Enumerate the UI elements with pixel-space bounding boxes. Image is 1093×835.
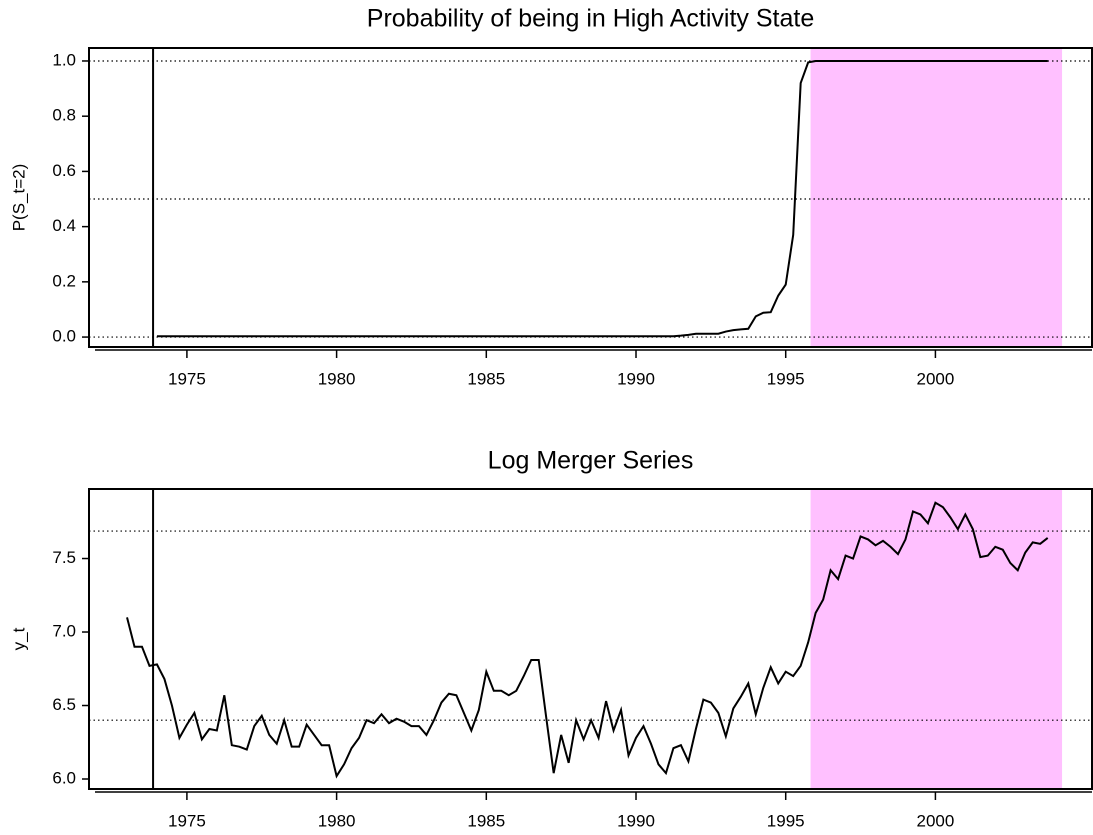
data-line	[156, 59, 1048, 338]
x-tick-label: 1980	[318, 369, 356, 388]
y-tick-label: 1.0	[52, 50, 76, 69]
chart-title: Log Merger Series	[488, 447, 694, 475]
x-tick-label: 1985	[467, 369, 505, 388]
x-tick-label: 1985	[467, 811, 505, 830]
x-tick-label: 1990	[617, 369, 655, 388]
x-tick-label: 2000	[916, 369, 954, 388]
shaded-region	[810, 489, 1063, 789]
y-tick-label: 0.8	[52, 106, 76, 125]
x-tick-label: 1980	[318, 811, 356, 830]
plot-frame	[88, 488, 1093, 790]
y-tick-label: 7.5	[52, 548, 76, 567]
data-line	[126, 501, 1049, 779]
x-tick-label: 1990	[617, 811, 655, 830]
y-tick-label: 0.0	[52, 327, 76, 346]
x-tick-label: 1975	[168, 811, 206, 830]
x-tick-label: 1975	[168, 369, 206, 388]
y-tick-label: 6.5	[52, 695, 76, 714]
y-tick-label: 0.6	[52, 161, 76, 180]
y-axis-label: P(S_t=2)	[9, 164, 28, 232]
plot-frame	[88, 47, 1093, 348]
y-axis-label: y_t	[9, 627, 28, 650]
x-tick-label: 1995	[767, 811, 805, 830]
y-tick-label: 0.4	[52, 216, 76, 235]
x-tick-label: 1995	[767, 369, 805, 388]
shaded-region	[810, 48, 1063, 347]
y-tick-label: 0.2	[52, 271, 76, 290]
y-tick-label: 7.0	[52, 622, 76, 641]
x-tick-label: 2000	[916, 811, 954, 830]
y-tick-label: 6.0	[52, 768, 76, 787]
chart-title: Probability of being in High Activity St…	[367, 5, 814, 33]
